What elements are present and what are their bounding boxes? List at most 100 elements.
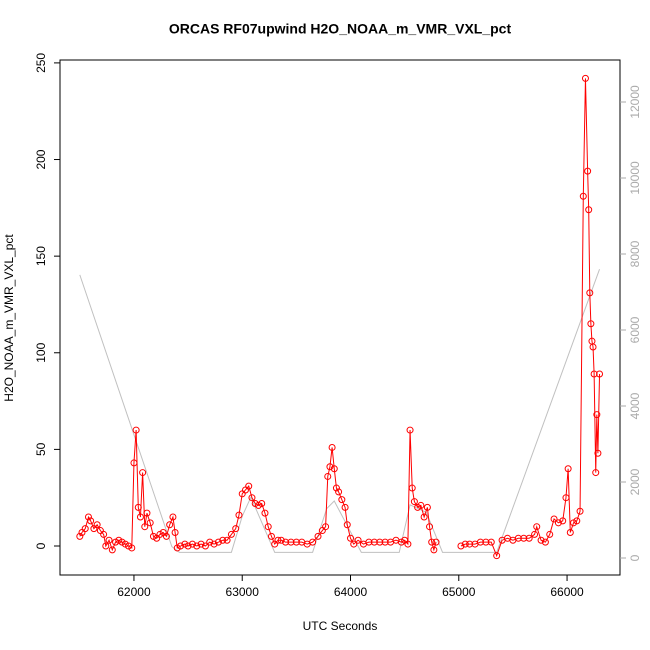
data-point — [324, 472, 332, 480]
data-point — [143, 509, 151, 517]
x-tick-label: 65000 — [442, 585, 476, 599]
data-point — [533, 523, 541, 531]
data-point — [426, 523, 434, 531]
data-point — [581, 74, 589, 82]
data-point — [408, 484, 416, 492]
data-point — [105, 536, 113, 544]
y2-tick-label: 2000 — [628, 468, 642, 495]
data-point — [417, 501, 425, 509]
data-point — [341, 503, 349, 511]
data-point — [423, 503, 431, 511]
data-point — [162, 532, 170, 540]
data-point — [100, 530, 108, 538]
data-point — [188, 540, 196, 548]
x-tick-label: 62000 — [117, 585, 151, 599]
data-point — [596, 370, 604, 378]
data-point — [404, 540, 412, 548]
data-point — [245, 482, 253, 490]
data-point — [487, 538, 495, 546]
data-point — [171, 528, 179, 536]
data-point — [282, 538, 290, 546]
data-point — [201, 542, 209, 550]
data-point — [130, 459, 138, 467]
data-point — [381, 538, 389, 546]
data-point — [461, 540, 469, 548]
data-point — [347, 534, 355, 542]
data-point — [546, 530, 554, 538]
data-point — [350, 540, 358, 548]
data-point — [428, 538, 436, 546]
data-point — [108, 546, 116, 554]
data-point — [335, 488, 343, 496]
data-point — [292, 538, 300, 546]
data-point — [128, 544, 136, 552]
data-point — [354, 536, 362, 544]
data-point — [520, 534, 528, 542]
data-point — [219, 536, 227, 544]
data-point — [537, 536, 545, 544]
data-point — [576, 507, 584, 515]
data-point — [365, 538, 373, 546]
data-point — [585, 206, 593, 214]
data-point — [93, 521, 101, 529]
data-point — [482, 538, 490, 546]
data-point — [141, 523, 149, 531]
data-point — [432, 538, 440, 546]
data-point — [554, 519, 562, 527]
data-point — [314, 532, 322, 540]
data-point — [87, 517, 95, 525]
data-point — [564, 465, 572, 473]
data-point — [594, 449, 602, 457]
data-point — [541, 538, 549, 546]
data-point — [593, 411, 601, 419]
y-tick-label: 0 — [34, 542, 48, 549]
data-point — [586, 289, 594, 297]
data-point — [134, 503, 142, 511]
data-point — [579, 192, 587, 200]
y2-tick-label: 12000 — [628, 85, 642, 119]
data-point — [370, 538, 378, 546]
x-axis-label: UTC Seconds — [303, 619, 378, 633]
data-point — [264, 523, 272, 531]
data-point — [376, 538, 384, 546]
y2-tick-label: 4000 — [628, 392, 642, 419]
data-point — [493, 552, 501, 560]
data-point — [525, 534, 533, 542]
data-point — [338, 496, 346, 504]
data-point — [566, 528, 574, 536]
x-tick-label: 64000 — [334, 585, 368, 599]
data-point — [322, 523, 330, 531]
data-point — [457, 542, 465, 550]
data-point — [550, 515, 558, 523]
y2-tick-label: 8000 — [628, 240, 642, 267]
data-point — [562, 494, 570, 502]
data-point — [206, 538, 214, 546]
data-point — [81, 525, 89, 533]
y2-tick-label: 6000 — [628, 316, 642, 343]
data-point — [235, 511, 243, 519]
y-tick-label: 250 — [34, 53, 48, 73]
data-point — [169, 513, 177, 521]
data-point — [332, 484, 340, 492]
y-tick-label: 50 — [34, 442, 48, 456]
data-point — [274, 536, 282, 544]
data-point — [102, 542, 110, 550]
series-line — [79, 78, 601, 558]
data-point — [584, 167, 592, 175]
data-point — [223, 536, 231, 544]
data-point — [248, 494, 256, 502]
y2-tick-label: 10000 — [628, 161, 642, 195]
data-point — [326, 463, 334, 471]
data-point — [573, 517, 581, 525]
series-line — [79, 269, 601, 553]
data-point — [406, 426, 414, 434]
data-point — [410, 498, 418, 506]
data-point — [193, 542, 201, 550]
y-tick-label: 200 — [34, 149, 48, 169]
data-point — [589, 343, 597, 351]
data-point — [420, 513, 428, 521]
plot-frame — [59, 59, 621, 576]
x-tick-label: 66000 — [550, 585, 584, 599]
data-point — [210, 540, 218, 548]
